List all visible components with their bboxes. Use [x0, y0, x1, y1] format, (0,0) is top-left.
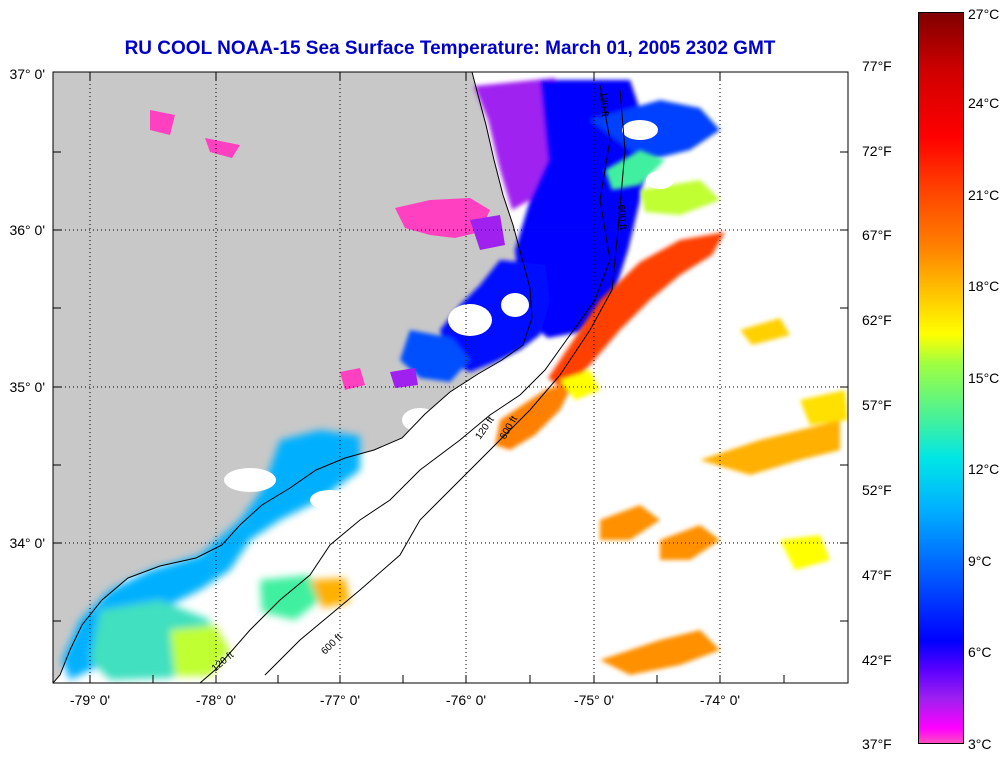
plot-frame: [52, 71, 849, 684]
lat-label: 36° 0': [9, 222, 45, 238]
fahrenheit-label: 37°F: [862, 736, 892, 752]
contour-label: 600 ft: [615, 204, 628, 230]
lon-label: -77° 0': [319, 692, 361, 708]
bathymetry-contours: [199, 84, 626, 683]
lon-label: -74° 0': [699, 692, 741, 708]
celsius-label: 12°C: [968, 461, 1000, 477]
fahrenheit-label: 62°F: [862, 312, 892, 328]
gulf-stream-region: [495, 150, 848, 675]
coastline: [53, 72, 533, 683]
celsius-label: 27°C: [968, 6, 1000, 22]
celsius-label: 21°C: [968, 187, 1000, 203]
fahrenheit-label: 67°F: [862, 227, 892, 243]
fahrenheit-label: 42°F: [862, 652, 892, 668]
celsius-label: 15°C: [968, 370, 1000, 386]
axis-ticks: [53, 72, 848, 683]
lon-label: -76° 0': [445, 692, 487, 708]
celsius-label: 9°C: [968, 553, 992, 569]
lon-label: -75° 0': [573, 692, 615, 708]
lat-label: 34° 0': [9, 535, 45, 551]
lat-label: 35° 0': [9, 379, 45, 395]
lat-lon-grid: [53, 72, 848, 683]
lon-label: -79° 0': [69, 692, 111, 708]
celsius-label: 6°C: [968, 644, 992, 660]
fahrenheit-label: 77°F: [862, 58, 892, 74]
contour-label: 120 ft: [597, 91, 610, 117]
temperature-colorbar: [918, 12, 964, 744]
fahrenheit-label: 47°F: [862, 567, 892, 583]
fahrenheit-label: 52°F: [862, 482, 892, 498]
map-title: RU COOL NOAA-15 Sea Surface Temperature:…: [124, 38, 776, 59]
celsius-label: 3°C: [968, 736, 992, 752]
lon-label: -78° 0': [195, 692, 237, 708]
celsius-label: 18°C: [968, 278, 1000, 294]
cloud-gaps: [224, 120, 674, 510]
fahrenheit-label: 72°F: [862, 143, 892, 159]
fahrenheit-label: 57°F: [862, 397, 892, 413]
celsius-label: 24°C: [968, 95, 1000, 111]
lat-label: 37° 0': [9, 66, 45, 82]
